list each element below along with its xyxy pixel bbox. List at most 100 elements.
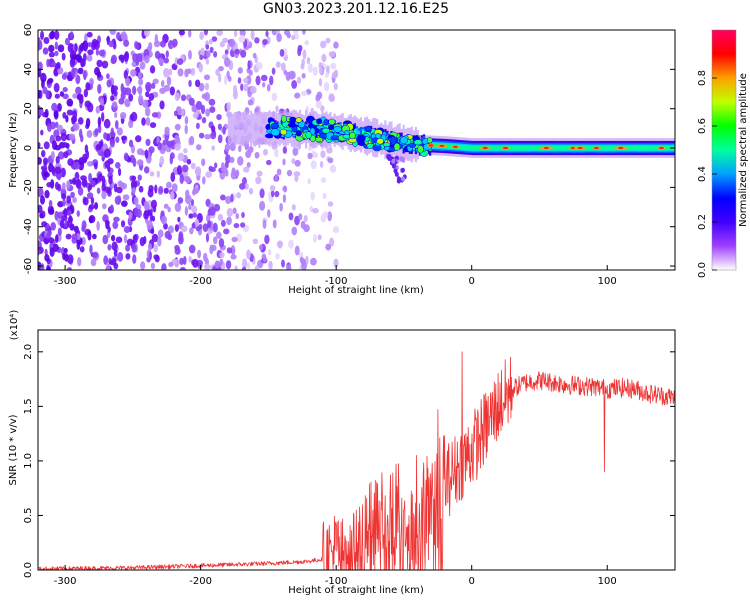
heatmap-cell <box>77 67 84 75</box>
snr-y-tick: 1.0 <box>23 453 675 469</box>
heatmap-cell <box>291 226 298 236</box>
heatmap-cell <box>291 204 296 211</box>
heatmap-cell <box>72 93 78 99</box>
heatmap-cell <box>47 77 54 84</box>
heatmap-cell <box>199 31 204 40</box>
spectrogram-x-tick: -100 <box>325 265 348 287</box>
heatmap-cell <box>44 190 50 199</box>
heatmap-cell <box>516 145 519 151</box>
heatmap-cell <box>79 246 85 253</box>
heatmap-cell <box>280 62 286 72</box>
heatmap-cell <box>166 76 172 86</box>
heatmap-cell <box>116 127 123 136</box>
heatmap-cell <box>305 131 312 139</box>
heatmap-cell <box>280 124 283 130</box>
heatmap-cell <box>150 262 156 270</box>
heatmap-cell <box>174 143 181 151</box>
heatmap-cell <box>349 132 356 140</box>
heatmap-cell <box>67 254 74 265</box>
heatmap-cell <box>134 41 140 50</box>
heatmap-cell <box>238 145 242 153</box>
heatmap-cell <box>38 142 41 148</box>
heatmap-cell <box>235 213 240 220</box>
heatmap-cell <box>246 162 251 168</box>
heatmap-cell <box>56 124 63 132</box>
heatmap-cell <box>306 57 311 65</box>
heatmap-cell <box>55 234 59 243</box>
heatmap-cell <box>154 184 158 194</box>
heatmap-cell <box>120 112 127 120</box>
heatmap-cell <box>164 126 170 136</box>
heatmap-cell <box>144 149 149 159</box>
heatmap-cell <box>214 260 221 269</box>
heatmap-cell <box>97 83 102 94</box>
heatmap-cell <box>71 177 77 185</box>
heatmap-cell <box>68 215 73 223</box>
heatmap-cell <box>83 70 87 81</box>
heatmap-cell <box>75 86 82 95</box>
heatmap-cell <box>328 51 336 58</box>
heatmap-cell <box>108 40 115 48</box>
heatmap-cell <box>587 145 590 151</box>
heatmap-cell <box>151 233 159 243</box>
heatmap-cell <box>611 145 615 151</box>
heatmap-cell <box>40 195 45 205</box>
heatmap-cell <box>213 51 218 58</box>
heatmap-cell <box>317 234 322 241</box>
heatmap-cell <box>188 49 192 60</box>
heatmap-cell <box>167 233 173 241</box>
heatmap-cell <box>188 244 196 254</box>
heatmap-cell <box>114 119 119 130</box>
heatmap-cell <box>83 88 89 98</box>
heatmap-cell <box>310 160 317 170</box>
heatmap-cell <box>136 148 144 156</box>
heatmap-cell <box>50 206 54 214</box>
heatmap-cell <box>237 67 243 74</box>
heatmap-cell <box>216 231 222 239</box>
heatmap-cell <box>217 134 223 144</box>
heatmap-cell <box>156 170 160 178</box>
heatmap-cell <box>86 31 93 38</box>
heatmap-cell <box>320 150 326 159</box>
heatmap-cell <box>44 108 49 118</box>
heatmap-cell <box>179 174 184 185</box>
heatmap-cell <box>110 54 118 64</box>
heatmap-cell <box>152 78 159 84</box>
heatmap-cell <box>195 144 202 151</box>
snr-y-ticks: 0.0 0.5 1.0 1.5 2.0 <box>23 344 675 578</box>
heatmap-cell <box>174 202 182 213</box>
heatmap-cell <box>148 42 153 51</box>
heatmap-cell <box>163 187 169 194</box>
heatmap-cell <box>224 49 229 55</box>
heatmap-cell <box>89 244 93 255</box>
heatmap-cell <box>205 108 211 117</box>
heatmap-cell <box>80 134 84 143</box>
heatmap-cell <box>324 72 329 79</box>
heatmap-cell <box>102 234 109 245</box>
heatmap-cell <box>177 68 184 77</box>
snr-panel: -300 -200 -100 0 100 0.0 0.5 1.0 1.5 2.0 Height … <box>8 310 676 596</box>
heatmap-cell <box>305 255 309 265</box>
heatmap-cell <box>103 132 108 140</box>
heatmap-cell <box>333 41 339 49</box>
heatmap-cell <box>238 182 246 190</box>
heatmap-cell <box>157 236 162 247</box>
heatmap-cell <box>59 91 65 97</box>
heatmap-cell <box>382 142 391 147</box>
heatmap-cell <box>109 138 115 148</box>
heatmap-cell <box>428 144 434 147</box>
snr-y-tick-label: 0.5 <box>23 508 34 524</box>
heatmap-cell <box>297 76 302 84</box>
heatmap-cell <box>358 140 366 147</box>
heatmap-cell <box>120 56 125 64</box>
heatmap-cell <box>199 54 204 61</box>
heatmap-cell <box>328 118 336 126</box>
heatmap-cell <box>65 233 72 240</box>
heatmap-cell <box>315 100 323 109</box>
heatmap-cell <box>203 30 209 36</box>
colorbar-tick: 0.8 <box>697 70 717 86</box>
colorbar-tick-label: 0.8 <box>697 70 708 86</box>
heatmap-cell <box>230 245 236 256</box>
heatmap-cell <box>333 258 339 268</box>
heatmap-cell <box>75 54 80 61</box>
